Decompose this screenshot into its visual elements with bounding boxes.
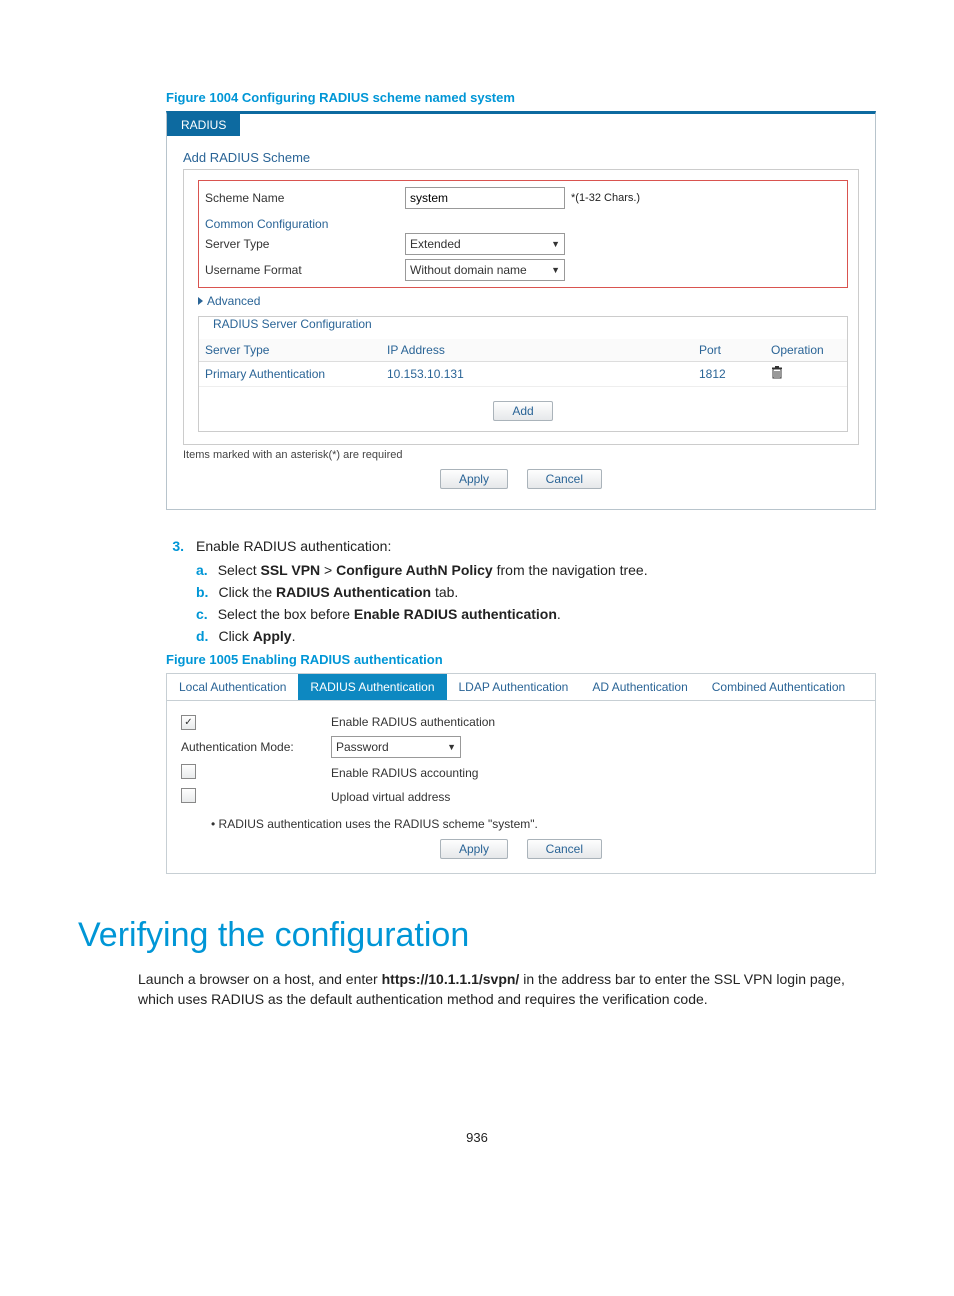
substep-d: d. Click Apply. <box>196 628 876 644</box>
apply-button[interactable]: Apply <box>440 469 508 489</box>
step-3-marker: 3. <box>166 538 184 554</box>
text: . <box>557 606 561 622</box>
col-operation: Operation <box>765 339 847 362</box>
table-row: Primary Authentication 10.153.10.131 181… <box>199 362 847 387</box>
server-type-select[interactable]: Extended ▼ <box>405 233 565 255</box>
section-heading: Verifying the configuration <box>78 916 876 955</box>
radius-server-config-box: RADIUS Server Configuration Server Type … <box>198 316 848 432</box>
cell-operation <box>765 362 847 387</box>
tab-combined-auth[interactable]: Combined Authentication <box>700 674 857 700</box>
col-server-type: Server Type <box>199 339 381 362</box>
text: Select the box before <box>218 606 354 622</box>
radius-scheme-panel: RADIUS Add RADIUS Scheme Scheme Name *(1… <box>166 111 876 510</box>
substep-c: c. Select the box before Enable RADIUS a… <box>196 606 876 622</box>
username-format-label: Username Format <box>205 263 405 277</box>
checkbox-enable-radius-auth[interactable]: ✓ <box>181 715 196 730</box>
scheme-name-label: Scheme Name <box>205 191 405 205</box>
radius-scheme-note: • RADIUS authentication uses the RADIUS … <box>211 817 861 831</box>
substep-d-marker: d. <box>196 628 208 644</box>
step-3-text: Enable RADIUS authentication: <box>196 538 391 554</box>
highlighted-config-area: Scheme Name *(1-32 Chars.) Common Config… <box>198 180 848 288</box>
text: from the navigation tree. <box>493 562 648 578</box>
note-text: RADIUS authentication uses the RADIUS sc… <box>219 817 538 831</box>
auth-tabs: Local Authentication RADIUS Authenticati… <box>167 674 875 701</box>
username-format-select[interactable]: Without domain name ▼ <box>405 259 565 281</box>
triangle-right-icon <box>198 297 203 305</box>
radius-server-config-legend: RADIUS Server Configuration <box>209 317 376 331</box>
text: > <box>320 562 336 578</box>
text: Click <box>218 628 252 644</box>
cell-server-type: Primary Authentication <box>199 362 381 387</box>
figure-1004-caption: Figure 1004 Configuring RADIUS scheme na… <box>166 90 876 105</box>
substep-c-marker: c. <box>196 606 208 622</box>
enable-radius-auth-label: Enable RADIUS authentication <box>331 715 495 729</box>
cell-ip: 10.153.10.131 <box>381 362 693 387</box>
cell-port: 1812 <box>693 362 765 387</box>
bold: RADIUS Authentication <box>276 584 431 600</box>
bold: Apply <box>253 628 292 644</box>
cancel-button[interactable]: Cancel <box>527 469 602 489</box>
trash-icon[interactable] <box>771 368 783 382</box>
verify-paragraph: Launch a browser on a host, and enter ht… <box>138 969 876 1010</box>
bold: Configure AuthN Policy <box>336 562 493 578</box>
required-footnote: Items marked with an asterisk(*) are req… <box>183 449 859 461</box>
scheme-name-input[interactable] <box>405 187 565 209</box>
chevron-down-icon: ▼ <box>447 742 456 752</box>
radius-server-table: Server Type IP Address Port Operation Pr… <box>199 339 847 387</box>
enable-radius-acc-label: Enable RADIUS accounting <box>331 766 478 780</box>
advanced-label: Advanced <box>207 294 260 308</box>
auth-mode-value: Password <box>336 740 389 754</box>
bold: https://10.1.1.1/svpn/ <box>382 971 520 987</box>
chevron-down-icon: ▼ <box>551 239 560 249</box>
tab-ldap-auth[interactable]: LDAP Authentication <box>447 674 581 700</box>
text: tab. <box>431 584 458 600</box>
auth-mode-select[interactable]: Password ▼ <box>331 736 461 758</box>
add-button[interactable]: Add <box>493 401 552 421</box>
common-config-legend: Common Configuration <box>205 217 841 231</box>
tab-local-auth[interactable]: Local Authentication <box>167 674 298 700</box>
substep-a: a. Select SSL VPN > Configure AuthN Poli… <box>196 562 876 578</box>
col-port: Port <box>693 339 765 362</box>
chevron-down-icon: ▼ <box>551 265 560 275</box>
col-ip-address: IP Address <box>381 339 693 362</box>
scheme-name-hint: *(1-32 Chars.) <box>571 192 640 204</box>
tab-ad-auth[interactable]: AD Authentication <box>580 674 699 700</box>
checkbox-enable-radius-acc[interactable] <box>181 764 196 779</box>
auth-mode-label: Authentication Mode: <box>181 740 321 754</box>
substep-b: b. Click the RADIUS Authentication tab. <box>196 584 876 600</box>
advanced-toggle[interactable]: Advanced <box>198 294 848 308</box>
upload-virtual-label: Upload virtual address <box>331 790 450 804</box>
substep-b-marker: b. <box>196 584 208 600</box>
bold: Enable RADIUS authentication <box>354 606 557 622</box>
scheme-form-box: Scheme Name *(1-32 Chars.) Common Config… <box>183 169 859 445</box>
figure-1005-caption: Figure 1005 Enabling RADIUS authenticati… <box>166 652 876 667</box>
username-format-value: Without domain name <box>410 263 527 277</box>
text: . <box>292 628 296 644</box>
add-radius-scheme-title: Add RADIUS Scheme <box>183 150 859 165</box>
text: Select <box>218 562 261 578</box>
cancel-button[interactable]: Cancel <box>527 839 602 859</box>
auth-policy-panel: Local Authentication RADIUS Authenticati… <box>166 673 876 874</box>
text: Launch a browser on a host, and enter <box>138 971 382 987</box>
radius-tab[interactable]: RADIUS <box>167 114 240 136</box>
step-3-block: 3. Enable RADIUS authentication: a. Sele… <box>166 538 876 644</box>
server-type-value: Extended <box>410 237 461 251</box>
substep-a-marker: a. <box>196 562 208 578</box>
page-number: 936 <box>78 1130 876 1145</box>
text: Click the <box>218 584 276 600</box>
server-type-label: Server Type <box>205 237 405 251</box>
bold: SSL VPN <box>261 562 321 578</box>
checkbox-upload-virtual[interactable] <box>181 788 196 803</box>
tab-radius-auth[interactable]: RADIUS Authentication <box>298 674 446 700</box>
apply-button[interactable]: Apply <box>440 839 508 859</box>
